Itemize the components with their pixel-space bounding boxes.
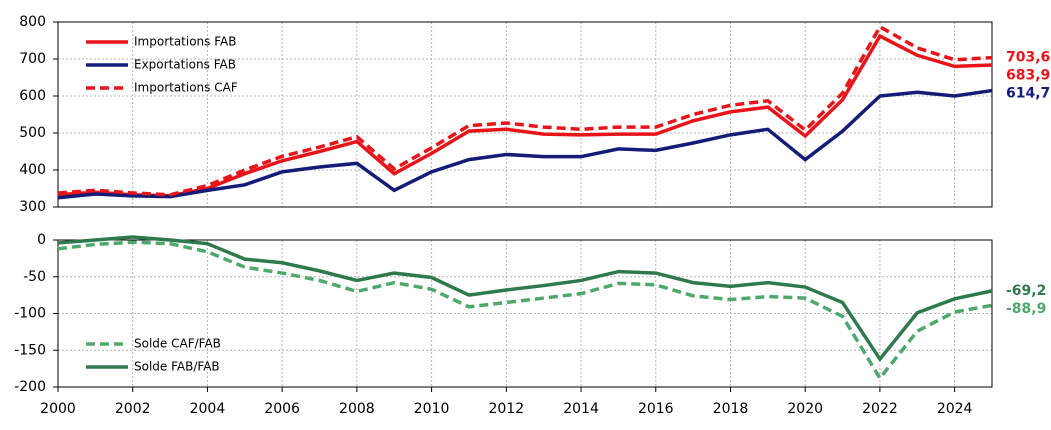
legend-label: Importations FAB xyxy=(134,35,236,49)
value-label: -69,2 xyxy=(1006,283,1046,299)
y-tick-label: 500 xyxy=(19,125,46,141)
legend-label: Exportations FAB xyxy=(134,58,236,72)
x-tick-label: 2006 xyxy=(264,401,300,417)
x-tick-label: 2010 xyxy=(414,401,450,417)
plot-frame xyxy=(57,21,993,208)
series-line xyxy=(57,240,993,382)
y-tick-label: 700 xyxy=(19,51,46,67)
series-line xyxy=(57,235,993,363)
x-tick-label: 2022 xyxy=(862,401,898,417)
series-line xyxy=(57,33,993,198)
x-tick-label: 2004 xyxy=(190,401,226,417)
y-tick-label: -50 xyxy=(23,269,46,285)
y-tick-label: 0 xyxy=(37,232,46,248)
y-tick-label: 600 xyxy=(19,88,46,104)
x-tick-label: 2024 xyxy=(937,401,973,417)
plot-frame xyxy=(57,239,993,388)
x-tick-label: 2020 xyxy=(787,401,823,417)
x-tick-label: 2000 xyxy=(40,401,76,417)
y-tick-label: 300 xyxy=(19,199,46,215)
legend-label: Solde CAF/FAB xyxy=(134,337,221,351)
x-tick-label: 2016 xyxy=(638,401,674,417)
y-tick-label: -150 xyxy=(14,342,46,358)
x-tick-label: 2008 xyxy=(339,401,375,417)
x-tick-label: 2002 xyxy=(115,401,151,417)
x-tick-label: 2018 xyxy=(713,401,749,417)
value-label: -88,9 xyxy=(1006,301,1046,317)
y-tick-label: 400 xyxy=(19,162,46,178)
x-tick-label: 2012 xyxy=(488,401,524,417)
y-tick-label: -100 xyxy=(14,306,46,322)
series-line xyxy=(57,88,993,200)
value-label: 683,9 xyxy=(1006,68,1050,84)
x-tick-label: 2014 xyxy=(563,401,599,417)
y-tick-label: 800 xyxy=(19,14,46,30)
value-label: 614,7 xyxy=(1006,86,1050,102)
legend-label: Solde FAB/FAB xyxy=(134,360,220,374)
legend-label: Importations CAF xyxy=(134,81,238,95)
y-tick-label: -200 xyxy=(14,379,46,395)
value-label: 703,6 xyxy=(1006,50,1050,66)
series-line xyxy=(57,24,993,197)
